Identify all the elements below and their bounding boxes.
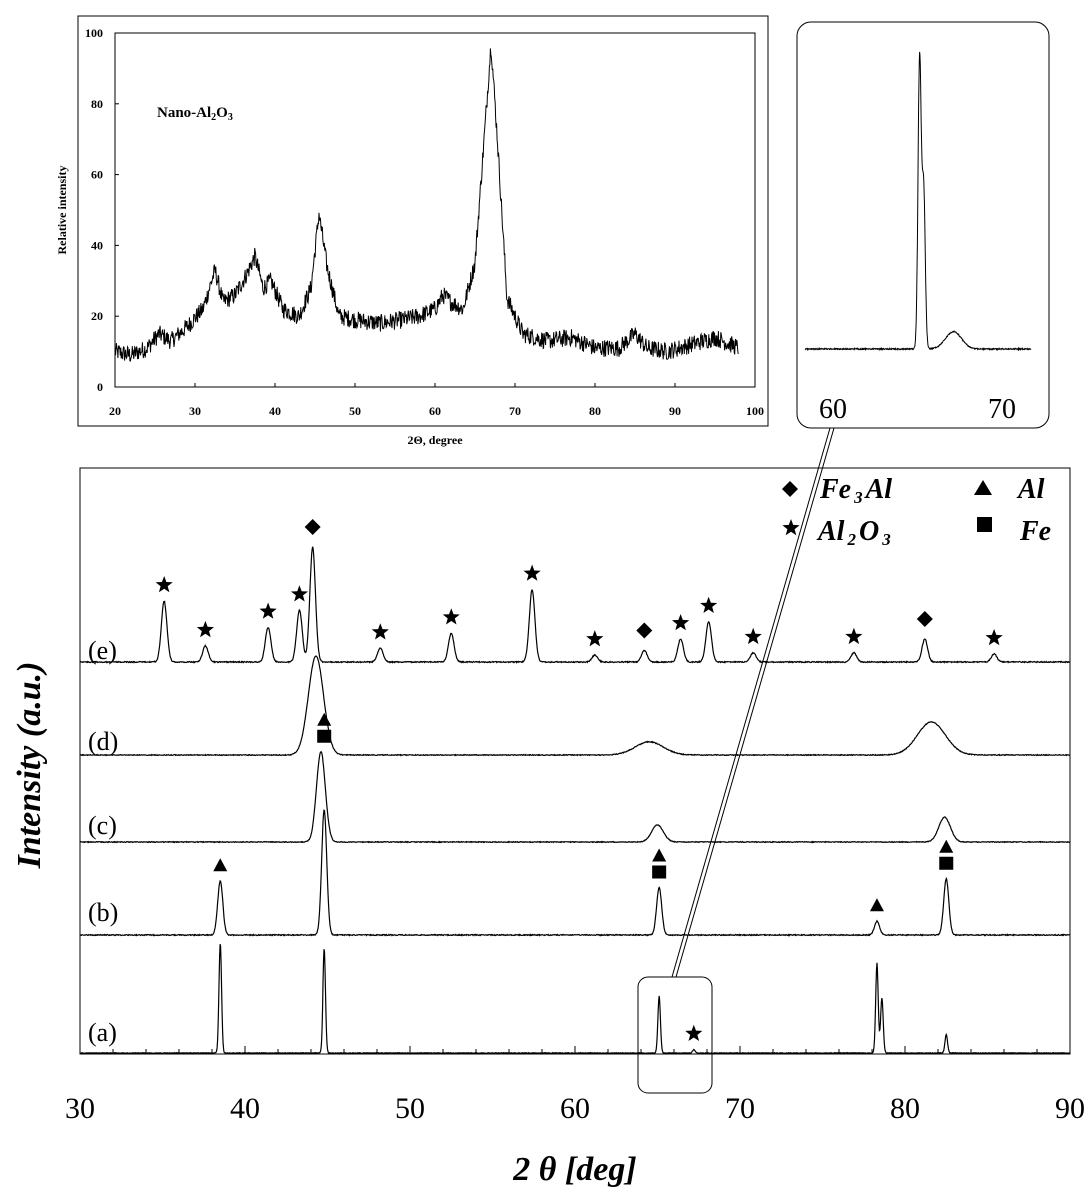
inset-x-tick-label: 40 <box>269 404 281 418</box>
triangle-marker <box>213 858 228 872</box>
star-marker <box>155 576 173 593</box>
square-marker <box>939 856 954 870</box>
star-marker <box>259 602 277 619</box>
curve-label-a: (a) <box>88 1018 117 1047</box>
legend-item-fe: Fe <box>977 516 1051 547</box>
star-marker <box>700 596 718 613</box>
inset-x-tick-label: 80 <box>589 404 601 418</box>
xrd-curve-e <box>79 546 1070 664</box>
inset-x-tick-label: 20 <box>109 404 121 418</box>
xrd-curve-c <box>79 750 1070 844</box>
zoom-xrd-curve <box>804 51 1032 352</box>
xrd-curve-a <box>79 943 1070 1055</box>
star-icon <box>782 519 800 536</box>
inset-x-ticks: 20 30 40 50 60 70 80 90 100 <box>109 383 764 418</box>
triangle-icon <box>974 480 992 495</box>
inset-y-tick-label: 20 <box>91 309 103 323</box>
square-marker <box>652 865 667 879</box>
legend-label-fe: Fe <box>1019 516 1051 547</box>
main-x-tick-label: 80 <box>890 1092 920 1125</box>
zoom-connector-right <box>675 427 835 978</box>
square-marker <box>317 729 332 743</box>
main-x-tick-label: 30 <box>65 1092 95 1125</box>
star-marker <box>744 627 762 645</box>
inset-y-tick-label: 40 <box>91 238 103 252</box>
main-x-ticks: 30 40 50 60 70 80 90 <box>65 1046 1085 1125</box>
triangle-marker <box>652 848 667 862</box>
zoom-frame <box>796 21 1050 429</box>
main-x-tick-label: 60 <box>560 1092 590 1125</box>
zoom-tick-70: 70 <box>988 394 1016 425</box>
main-plot-area <box>79 467 1071 1055</box>
inset-y-label: Relative intensity <box>55 166 69 255</box>
inset-y-tick-label: 60 <box>91 168 103 182</box>
zoom-connector-left <box>671 427 831 978</box>
diamond-marker <box>304 519 321 535</box>
inset-chart: 20 30 40 50 60 70 80 90 100 0 20 40 60 80 100 Nano-Al… <box>55 15 769 447</box>
curve-label-c: (c) <box>88 811 117 840</box>
inset-y-tick-label: 80 <box>91 97 103 111</box>
inset-x-tick-label: 100 <box>746 404 764 418</box>
triangle-marker <box>939 839 954 853</box>
xrd-curve-d <box>80 655 1070 757</box>
zoom-tick-60: 60 <box>819 394 847 425</box>
main-x-label: 2 θ [deg] <box>512 1151 636 1188</box>
zoom-region-box <box>637 976 713 1094</box>
diamond-icon <box>782 481 798 497</box>
star-marker <box>290 585 308 602</box>
diamond-marker <box>916 611 933 627</box>
main-peak-markers <box>155 519 1003 1041</box>
legend-item-al: Al <box>974 474 1045 505</box>
main-y-label: Intensity (a.u.) <box>11 662 48 870</box>
legend-label-al: Al <box>1016 474 1045 505</box>
inset-x-tick-label: 60 <box>429 404 441 418</box>
legend-item-fe3al: Fe 3 Al <box>782 474 892 507</box>
star-marker <box>845 627 863 645</box>
inset-x-tick-label: 90 <box>669 404 681 418</box>
star-marker <box>685 1024 703 1041</box>
legend-label-fe3al: Fe 3 Al <box>819 474 892 507</box>
curve-label-b: (b) <box>88 898 118 927</box>
legend: Fe 3 Al Al 2 O 3 Al Fe <box>782 474 1051 549</box>
inset-title: Nano-Al2O3 <box>157 105 233 123</box>
main-chart: 30 40 50 60 70 80 90 (e) (d) (c) (b) (a) 2 θ [… <box>11 467 1085 1188</box>
star-marker <box>442 608 460 625</box>
star-marker <box>196 620 214 638</box>
main-x-tick-label: 70 <box>725 1092 755 1125</box>
main-x-tick-label: 40 <box>230 1092 260 1125</box>
star-marker <box>523 564 541 581</box>
zoom-inset: 60 70 <box>796 21 1050 429</box>
inset-y-tick-label: 100 <box>85 26 103 40</box>
inset-x-tick-label: 50 <box>349 404 361 418</box>
legend-item-al2o3: Al 2 O 3 <box>782 516 891 549</box>
triangle-marker <box>317 712 332 726</box>
star-marker <box>586 630 604 647</box>
star-marker <box>371 623 389 640</box>
xrd-curve-b <box>79 809 1070 937</box>
curve-label-e: (e) <box>88 636 117 665</box>
main-x-tick-label: 90 <box>1055 1092 1085 1125</box>
star-marker <box>985 629 1003 646</box>
diamond-marker <box>636 622 653 639</box>
inset-x-label: 2Θ, degree <box>407 433 463 447</box>
square-icon <box>977 517 992 532</box>
inset-frame <box>77 15 769 427</box>
main-curves <box>79 546 1070 1055</box>
star-marker <box>672 614 690 631</box>
inset-x-tick-label: 70 <box>509 404 521 418</box>
main-x-tick-label: 50 <box>395 1092 425 1125</box>
curve-label-d: (d) <box>88 727 118 756</box>
inset-xrd-curve <box>114 48 739 362</box>
triangle-marker <box>869 898 884 912</box>
inset-x-tick-label: 30 <box>189 404 201 418</box>
inset-y-tick-label: 0 <box>97 380 103 394</box>
legend-label-al2o3: Al 2 O 3 <box>816 516 891 549</box>
inset-y-ticks: 0 20 40 60 80 100 <box>85 26 119 394</box>
